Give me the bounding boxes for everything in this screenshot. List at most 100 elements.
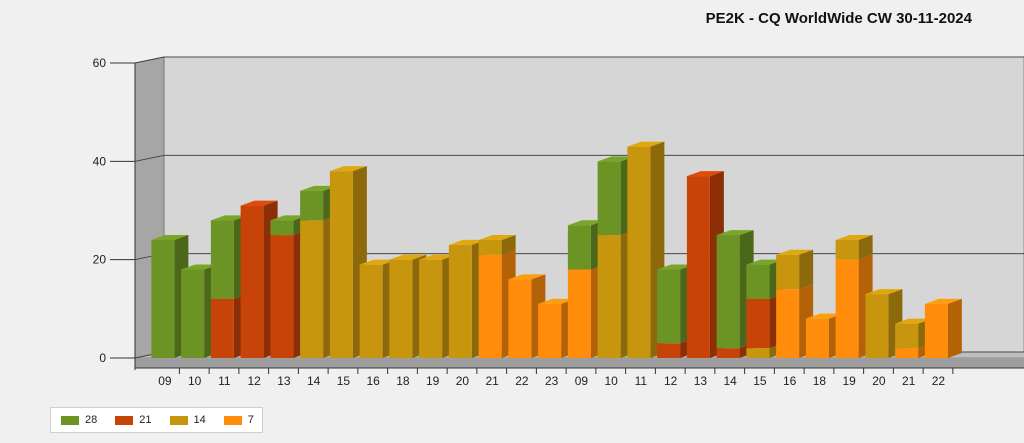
bar-front [478, 254, 502, 358]
bar-front [567, 225, 591, 270]
bar-front [270, 235, 294, 358]
bar-front [865, 294, 889, 358]
bar-front [895, 348, 919, 358]
legend-swatch [169, 415, 188, 425]
legend-swatch [223, 415, 242, 425]
bar-front [746, 299, 770, 349]
bar-front [181, 269, 205, 358]
x-tick-label: 19 [842, 374, 856, 388]
bar-front [657, 269, 681, 344]
x-tick-label: 09 [575, 374, 589, 388]
x-tick-label: 22 [515, 374, 529, 388]
bar-top [300, 185, 338, 191]
legend-item: 21 [115, 414, 152, 426]
bar-front [210, 299, 234, 358]
gridline-side [134, 154, 165, 162]
bar-front [448, 244, 472, 358]
y-tick-label: 0 [99, 351, 106, 365]
x-tick-label: 19 [426, 374, 440, 388]
bar-top [448, 239, 486, 245]
bar-top [924, 298, 962, 304]
bar-top [657, 264, 695, 270]
legend-item: 28 [61, 414, 97, 426]
x-tick-label: 16 [783, 374, 797, 388]
bar-top [865, 289, 903, 295]
bar-front [895, 323, 919, 349]
bar-top [359, 259, 397, 265]
bar-top [776, 249, 814, 255]
y-tick-label: 60 [93, 56, 107, 70]
bar-side [799, 249, 814, 290]
x-tick-label: 23 [545, 374, 559, 388]
x-tick-label: 21 [485, 374, 499, 388]
y-tick-label: 20 [93, 253, 107, 267]
bar-front [210, 220, 234, 299]
x-tick-label: 20 [872, 374, 886, 388]
y-tick-label: 40 [93, 154, 107, 168]
x-tick-label: 15 [337, 374, 351, 388]
bar-front [835, 240, 859, 260]
bar-front [746, 348, 770, 358]
bar-front [359, 264, 383, 358]
x-tick-label: 11 [635, 374, 648, 388]
bar-top [419, 254, 457, 260]
bar-front [567, 269, 591, 358]
x-tick-label: 12 [247, 374, 261, 388]
bar-front [538, 303, 562, 358]
bar-top [478, 235, 516, 240]
bar-top [686, 171, 724, 177]
bar-front [686, 176, 710, 358]
bar-top [746, 259, 784, 265]
bar-top [597, 156, 635, 162]
bar-top [805, 313, 843, 319]
bar-top [329, 166, 367, 172]
x-tick-label: 14 [723, 374, 737, 388]
bar-segment [924, 298, 962, 358]
bar-side [947, 298, 962, 358]
bar-front [508, 279, 532, 358]
bar-front [597, 235, 621, 358]
bar-front [300, 190, 324, 221]
legend-label: 14 [193, 414, 206, 426]
gridline-side [134, 56, 165, 64]
bar-side [858, 235, 873, 260]
x-tick-label: 11 [218, 374, 231, 388]
x-tick-label: 13 [694, 374, 708, 388]
x-tick-label: 22 [932, 374, 946, 388]
bar-front [478, 240, 502, 255]
x-tick-label: 16 [366, 374, 380, 388]
bar-front [657, 343, 681, 358]
bar-segment [835, 235, 873, 260]
bar-top [835, 235, 873, 240]
x-tick-label: 15 [753, 374, 767, 388]
bar-side [501, 235, 516, 255]
x-tick-label: 18 [396, 374, 410, 388]
bar-top [716, 230, 754, 236]
x-tick-label: 10 [604, 374, 618, 388]
legend-swatch [61, 415, 79, 425]
legend-label: 7 [247, 414, 254, 426]
legend-label: 28 [85, 414, 98, 426]
bar-top [567, 220, 605, 226]
bar-front [270, 220, 294, 236]
bar-segment [478, 235, 516, 255]
bar-front [240, 205, 264, 358]
x-tick-label: 18 [813, 374, 827, 388]
bar-top [508, 274, 546, 280]
x-tick-label: 12 [664, 374, 678, 388]
legend-swatch [115, 415, 134, 425]
bar-front [329, 171, 353, 358]
bar-front [419, 259, 443, 358]
bar-top [240, 200, 278, 206]
chart-title: PE2K - CQ WorldWide CW 30-11-2024 [705, 10, 972, 27]
x-tick-label: 10 [188, 374, 202, 388]
bar-top [270, 215, 308, 221]
chart-legend: 28 21 14 7 [50, 407, 263, 433]
bar-top [389, 254, 427, 260]
bar-front [716, 348, 740, 358]
bar-front [776, 254, 800, 290]
x-tick-label: 13 [277, 374, 291, 388]
x-tick-label: 09 [158, 374, 172, 388]
legend-label: 21 [139, 414, 152, 426]
